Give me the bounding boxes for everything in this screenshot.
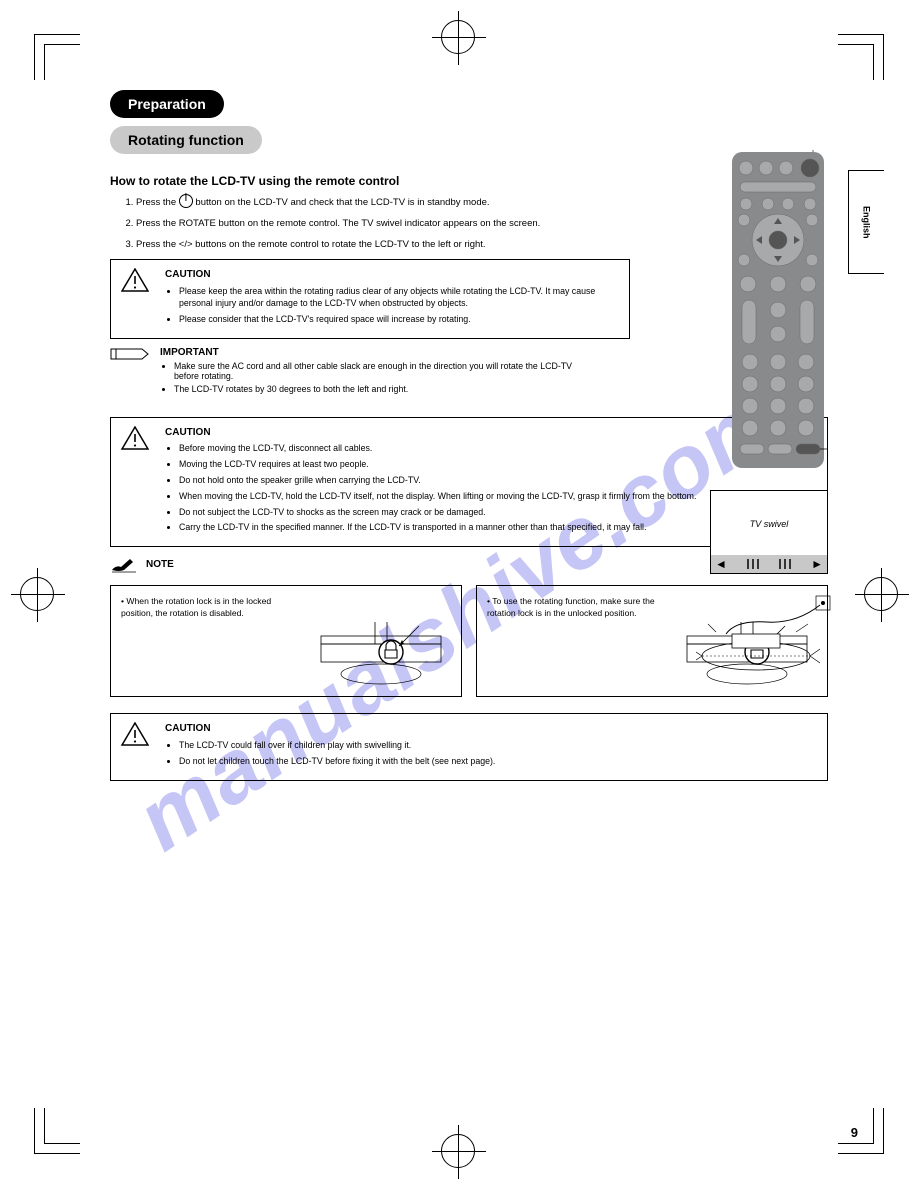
important-item: Make sure the AC cord and all other cabl…	[174, 361, 590, 381]
registration-mark	[20, 577, 54, 611]
cable-slack-diagram	[696, 594, 834, 684]
crop-mark	[34, 34, 80, 35]
pill-rotating: Rotating function	[110, 126, 262, 154]
registration-mark	[441, 1134, 475, 1168]
registration-mark	[441, 20, 475, 54]
tv-swivel-label: TV swivel	[711, 491, 827, 529]
arrow-right-icon: ►	[811, 557, 823, 571]
caution-item: Do not let children touch the LCD-TV bef…	[179, 756, 817, 768]
caution-label: CAUTION	[165, 426, 817, 440]
lock-diagram-locked	[311, 596, 451, 686]
pencil-icon	[110, 347, 150, 363]
crop-mark	[873, 44, 874, 80]
rocker-bars	[747, 559, 759, 569]
crop-mark	[883, 1108, 884, 1154]
rocker-bars	[779, 559, 791, 569]
crop-mark	[44, 44, 80, 45]
crop-mark	[838, 34, 884, 35]
crop-mark	[838, 44, 874, 45]
caution-label: CAUTION	[165, 722, 817, 736]
page-content: Preparation Rotating function How to rot…	[110, 90, 828, 1098]
caution-box-replace: CAUTION Please keep the area within the …	[110, 259, 630, 338]
step-3: Press the </> buttons on the remote cont…	[136, 239, 590, 252]
crop-mark	[44, 1143, 80, 1144]
step-2: Press the ROTATE button on the remote co…	[136, 218, 590, 231]
side-tab-language: English	[848, 170, 884, 274]
step-1-post: button on the LCD-TV and check that the …	[195, 197, 489, 208]
registration-mark	[864, 577, 898, 611]
caution-item: Do not hold onto the speaker grille when…	[179, 475, 817, 487]
crop-mark	[44, 44, 45, 80]
lock-box-left: • When the rotation lock is in the locke…	[110, 585, 462, 697]
caution-item: Please keep the area within the rotating…	[179, 286, 619, 310]
crop-mark	[34, 34, 35, 80]
steps-list: Press the button on the LCD-TV and check…	[110, 194, 590, 251]
caution-item: Please consider that the LCD-TV's requir…	[179, 314, 619, 326]
arrow-left-icon: ◄	[715, 557, 727, 571]
page-number: 9	[851, 1125, 858, 1140]
crop-mark	[873, 1108, 874, 1144]
crop-mark	[34, 1153, 80, 1154]
warning-triangle-icon	[121, 722, 149, 746]
pill-preparation: Preparation	[110, 90, 224, 118]
caution-label: CAUTION	[165, 268, 619, 282]
warning-triangle-icon	[121, 268, 149, 292]
caution-item: Moving the LCD-TV requires at least two …	[179, 459, 817, 471]
swivel-rocker: ◄ ►	[711, 555, 827, 573]
important-label: IMPORTANT	[160, 347, 590, 358]
crop-mark	[34, 1108, 35, 1154]
lock-text-right: To use the rotating function, make sure …	[487, 596, 655, 618]
section-heading: How to rotate the LCD-TV using the remot…	[110, 174, 828, 188]
crop-mark	[838, 1153, 884, 1154]
note-label: NOTE	[146, 559, 174, 570]
crop-mark	[883, 34, 884, 80]
step-1: Press the button on the LCD-TV and check…	[136, 194, 590, 210]
caution-item: The LCD-TV could fall over if children p…	[179, 740, 817, 752]
caution-item: Before moving the LCD-TV, disconnect all…	[179, 443, 817, 455]
important-row: IMPORTANT Make sure the AC cord and all …	[110, 347, 590, 397]
power-icon	[179, 194, 193, 208]
tv-swivel-card: TV swivel ◄ ►	[710, 490, 828, 574]
step-1-pre: Press the	[136, 197, 179, 208]
important-item: The LCD-TV rotates by 30 degrees to both…	[174, 384, 590, 394]
crop-mark	[44, 1108, 45, 1144]
crop-mark	[838, 1143, 874, 1144]
warning-triangle-icon	[121, 426, 149, 450]
lock-text-left: When the rotation lock is in the locked …	[121, 596, 271, 618]
hand-writing-icon	[110, 555, 138, 573]
remote-diagram	[728, 150, 828, 475]
caution-box-child: CAUTION The LCD-TV could fall over if ch…	[110, 713, 828, 780]
